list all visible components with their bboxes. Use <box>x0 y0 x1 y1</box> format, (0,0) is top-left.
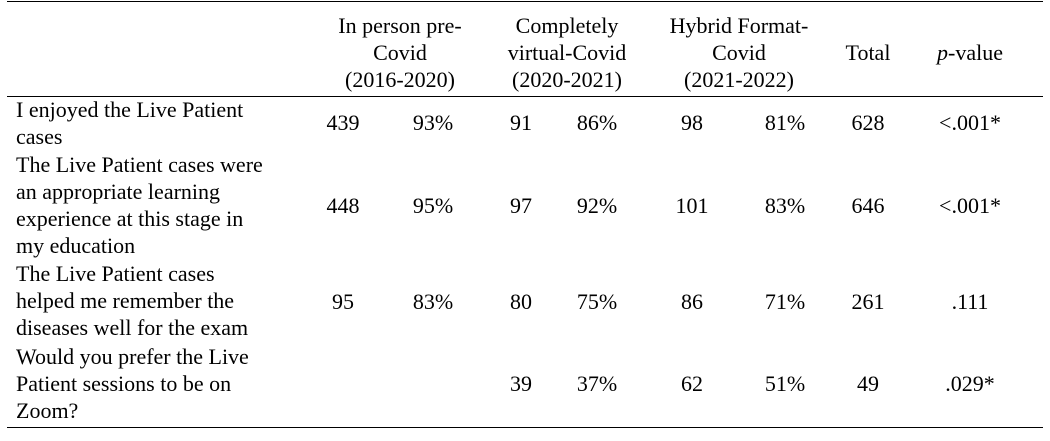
row-3-pvalue: .111 <box>951 289 989 314</box>
row-4-total: 49 <box>857 371 879 396</box>
table-top-rule <box>7 1 1043 2</box>
row-2-label: The Live Patient cases were an appropria… <box>16 152 263 258</box>
row-4-hybrid-n: 62 <box>681 371 703 396</box>
row-1-virtual-pct: 86% <box>576 110 618 135</box>
row-2-virtual-n: 97 <box>510 193 532 218</box>
row-2-hybrid-n: 101 <box>675 193 709 218</box>
row-1-virtual-n: 91 <box>510 110 532 135</box>
row-3-virtual-pct: 75% <box>576 289 618 314</box>
row-2-pvalue: <.001* <box>939 193 1001 218</box>
row-4-hybrid-pct: 51% <box>764 371 806 396</box>
row-4-label: Would you prefer the Live Patient sessio… <box>16 344 249 423</box>
row-3-hybrid-n: 86 <box>681 289 703 314</box>
header-in-person: In person pre- Covid (2016-2020) <box>338 13 462 92</box>
header-pvalue-italic: p <box>937 40 949 65</box>
row-4-pvalue: .029* <box>945 371 995 396</box>
table-bottom-rule <box>7 427 1043 428</box>
row-1-hybrid-pct: 81% <box>764 110 806 135</box>
row-2-total: 646 <box>851 193 885 218</box>
row-3-in-person-pct: 83% <box>412 289 454 314</box>
row-3-total: 261 <box>851 289 885 314</box>
header-pvalue-rest: -value <box>948 40 1003 65</box>
row-4-virtual-pct: 37% <box>576 371 618 396</box>
row-3-hybrid-pct: 71% <box>764 289 806 314</box>
header-hybrid: Hybrid Format- Covid (2021-2022) <box>669 13 809 92</box>
header-pvalue: p-value <box>920 39 1020 66</box>
row-1-in-person-pct: 93% <box>412 110 454 135</box>
row-1-label: I enjoyed the Live Patient cases <box>16 97 244 149</box>
row-1-hybrid-n: 98 <box>681 110 703 135</box>
row-2-in-person-pct: 95% <box>412 193 454 218</box>
row-1-total: 628 <box>851 110 885 135</box>
row-2-virtual-pct: 92% <box>576 193 618 218</box>
row-3-in-person-n: 95 <box>332 289 354 314</box>
header-total: Total <box>845 40 891 65</box>
row-3-virtual-n: 80 <box>510 289 532 314</box>
table-header-rule <box>7 96 1043 97</box>
row-1-pvalue: <.001* <box>939 110 1001 135</box>
header-virtual: Completely virtual-Covid (2020-2021) <box>507 13 627 92</box>
row-2-in-person-n: 448 <box>326 193 360 218</box>
row-2-hybrid-pct: 83% <box>764 193 806 218</box>
row-4-virtual-n: 39 <box>510 371 532 396</box>
row-1-in-person-n: 439 <box>326 110 360 135</box>
row-3-label: The Live Patient cases helped me remembe… <box>16 261 249 340</box>
